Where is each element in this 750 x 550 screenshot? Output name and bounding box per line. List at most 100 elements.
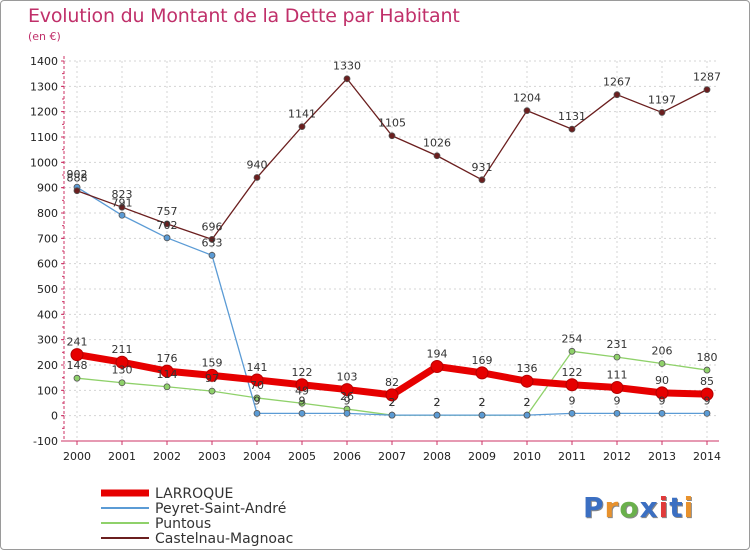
data-point [118, 211, 126, 219]
x-tick-label: 2011 [558, 450, 586, 463]
data-point [343, 409, 351, 417]
x-tick-label: 2008 [423, 450, 451, 463]
data-label: 9 [299, 394, 306, 407]
chart-title: Evolution du Montant de la Dette par Hab… [28, 5, 460, 27]
data-point [565, 378, 579, 392]
legend-label: Castelnau-Magnoac [155, 531, 293, 547]
data-point [613, 91, 621, 99]
data-point [703, 409, 711, 417]
data-point [478, 176, 486, 184]
data-label: 2 [524, 396, 531, 409]
y-tick-label: 700 [37, 232, 58, 245]
y-tick-label: 0 [51, 410, 58, 423]
data-label: 2 [389, 396, 396, 409]
data-point [700, 387, 714, 401]
data-label: 1197 [648, 93, 676, 106]
data-point [610, 381, 624, 395]
data-label: 82 [385, 376, 399, 389]
data-point [388, 132, 396, 140]
data-label: 757 [157, 205, 178, 218]
data-label: 194 [427, 348, 448, 361]
x-tick-label: 2007 [378, 450, 406, 463]
logo-letter: o [619, 491, 640, 524]
x-tick-label: 2010 [513, 450, 541, 463]
legend-label: Puntous [155, 516, 211, 532]
data-point [520, 374, 534, 388]
x-tick-label: 2014 [693, 450, 721, 463]
data-point [163, 234, 171, 242]
data-label: 2 [479, 396, 486, 409]
legend-label: LARROQUE [155, 486, 233, 502]
data-point [433, 411, 441, 419]
data-label: 696 [202, 220, 223, 233]
data-point [73, 187, 81, 195]
chart-subtitle: (en €) [28, 30, 61, 43]
data-label: 148 [67, 359, 88, 372]
data-label: 9 [704, 394, 711, 407]
data-label: 791 [112, 196, 133, 209]
data-label: 9 [344, 394, 351, 407]
y-tick-label: 1200 [30, 106, 58, 119]
data-point [658, 360, 666, 367]
data-point [205, 368, 219, 382]
y-tick-label: 200 [37, 359, 58, 372]
data-label: 90 [655, 374, 669, 387]
data-point [478, 411, 486, 419]
data-point [118, 379, 126, 387]
logo-letter: P [583, 491, 605, 524]
data-label: 85 [700, 375, 714, 388]
data-point [295, 378, 309, 392]
data-point [523, 411, 531, 419]
data-label: 9 [254, 394, 261, 407]
y-tick-label: 500 [37, 283, 58, 296]
data-point [253, 174, 261, 181]
data-label: 633 [202, 236, 223, 249]
x-tick-label: 2006 [333, 450, 361, 463]
y-tick-label: 1300 [30, 80, 58, 93]
data-point [298, 409, 306, 417]
data-label: 823 [112, 188, 133, 201]
data-label: 141 [247, 361, 268, 374]
logo-letter: x [639, 491, 659, 524]
data-label: 231 [607, 338, 628, 351]
data-point [388, 411, 396, 419]
data-point [703, 366, 711, 374]
y-tick-label: 100 [37, 384, 58, 397]
data-point [118, 203, 126, 211]
data-label: 159 [202, 356, 223, 369]
x-tick-label: 2013 [648, 450, 676, 463]
proxiti-logo: Proxiti [583, 491, 694, 524]
data-label: 1141 [288, 108, 316, 121]
data-point [208, 387, 216, 395]
data-label: 1330 [333, 60, 361, 73]
data-point [298, 399, 306, 407]
data-point [340, 383, 354, 397]
x-tick-label: 2009 [468, 450, 496, 463]
logo-letter: i [658, 491, 670, 524]
data-label: 176 [157, 352, 178, 365]
x-tick-label: 2005 [288, 450, 316, 463]
x-tick-label: 2004 [243, 450, 271, 463]
y-tick-label: 1400 [30, 55, 58, 68]
data-point [298, 123, 306, 131]
data-point [208, 251, 216, 259]
data-label: 888 [67, 172, 88, 185]
y-tick-label: 900 [37, 182, 58, 195]
data-label: 49 [295, 384, 309, 397]
y-tick-label: 1100 [30, 131, 58, 144]
logo-letter: i [683, 491, 695, 524]
data-point [568, 347, 576, 355]
data-label: 9 [614, 394, 621, 407]
data-label: 122 [562, 366, 583, 379]
data-point [475, 366, 489, 380]
data-point [613, 353, 621, 361]
data-label: 206 [652, 344, 673, 357]
data-point [703, 86, 711, 94]
data-label: 1105 [378, 117, 406, 130]
y-tick-label: 1000 [30, 156, 58, 169]
data-label: 9 [659, 394, 666, 407]
data-point [253, 409, 261, 417]
data-point [70, 348, 84, 362]
data-label: 103 [337, 371, 358, 384]
